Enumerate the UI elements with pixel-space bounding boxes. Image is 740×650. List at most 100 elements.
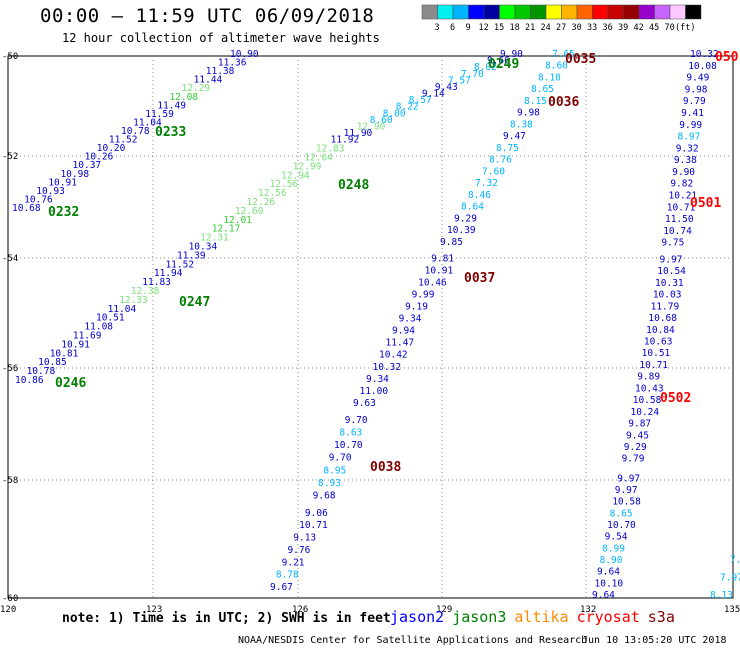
lat-label: -60 [2, 594, 18, 604]
swh-value: 8.90 [600, 555, 623, 566]
swh-value: 10.43 [635, 383, 664, 394]
swh-value: 10.70 [334, 440, 363, 451]
swh-value: 11.59 [145, 109, 174, 120]
swh-value: 8.13 [710, 590, 733, 601]
swh-value: 10.31 [655, 278, 684, 289]
swh-value: 11.38 [206, 66, 235, 77]
swh-value: 12.90 [357, 121, 386, 132]
swh-value: 7.65 [552, 49, 575, 60]
swh-value: 10.63 [644, 337, 673, 348]
page-subtitle: 12 hour collection of altimeter wave hei… [62, 31, 380, 45]
swh-value: 9.90 [672, 167, 695, 178]
pass-label: 0038 [370, 460, 401, 475]
swh-value: 12.99 [293, 161, 322, 172]
swh-value: 9.99 [412, 290, 435, 301]
generated-timestamp: Jun 10 13:05:20 UTC 2018 [582, 635, 727, 646]
legend-label: 9 [466, 23, 471, 33]
swh-value: 9.94 [392, 326, 415, 337]
swh-value: 8.65 [610, 508, 633, 519]
swh-value: 11.50 [665, 214, 694, 225]
pass-label: 0246 [55, 376, 86, 391]
swh-value: 12.33 [119, 295, 148, 306]
swh-value: 8.63 [339, 428, 362, 439]
legend-label: 6 [450, 23, 455, 33]
lat-label: -58 [2, 476, 18, 486]
swh-value: 9.14 [422, 89, 445, 100]
lon-label: 135 [724, 605, 740, 615]
swh-value: 11.00 [359, 386, 388, 397]
swh-value: 11.52 [109, 135, 138, 146]
swh-value: 11.52 [165, 259, 194, 270]
swh-value: 9.41 [681, 108, 704, 119]
footer-note: note: 1) Time is in UTC; 2) SWH is in fe… [62, 611, 391, 626]
swh-value: 10.21 [669, 191, 698, 202]
swh-value: 9.70 [345, 415, 368, 426]
legend-label: 12 [479, 23, 489, 33]
legend-label: 15 [494, 23, 504, 33]
swh-value: 9.32 [676, 143, 699, 154]
swh-value: 12.64 [304, 153, 333, 164]
legend-swatch [452, 4, 469, 20]
pass-label: 0036 [548, 95, 579, 110]
swh-value: 7.32 [475, 178, 498, 189]
swh-value: 9.97 [660, 254, 683, 265]
legend-swatch [638, 4, 655, 20]
swh-value: 12.83 [316, 144, 345, 155]
swh-value: 10.71 [299, 520, 328, 531]
legend-swatch [592, 4, 609, 20]
swh-value: 9.98 [685, 84, 708, 95]
swh-value: 9.63 [353, 398, 376, 409]
legend-label: 30 [572, 23, 582, 33]
swh-value: 10.03 [653, 290, 682, 301]
legend-swatch [576, 4, 593, 20]
swh-value: 10.10 [595, 578, 624, 589]
swh-value: 10.32 [373, 362, 402, 373]
swh-value: 10.51 [96, 313, 125, 324]
mission-jason2: jason2 [390, 608, 445, 626]
mission-legend: jason2 jason3 altika cryosat s3a [390, 608, 683, 626]
page-title: 00:00 – 11:59 UTC 06/09/2018 [40, 5, 375, 27]
legend-label: 39 [618, 23, 628, 33]
swh-value: 12.29 [182, 83, 211, 94]
swh-value: 10.86 [15, 375, 44, 386]
swh-value: 9.89 [637, 372, 660, 383]
legend-label: 27 [556, 23, 566, 33]
swh-value: 9.90 [500, 49, 523, 60]
pass-label: 0501 [690, 196, 721, 211]
legend-label: 33 [587, 23, 597, 33]
swh-value: 10.84 [646, 325, 675, 336]
swh-value: 9.45 [626, 430, 649, 441]
swh-value: 10.08 [688, 61, 717, 72]
legend-swatch [499, 4, 516, 20]
swh-value: 8.64 [461, 202, 484, 213]
legend-swatch [545, 4, 562, 20]
swh-value: 9.87 [628, 419, 651, 430]
legend-swatch [421, 4, 438, 20]
swh-value: 8.60 [545, 61, 568, 72]
swh-value: 8.57 [409, 95, 432, 106]
swh-value: 9.75 [661, 238, 684, 249]
swh-value: 10.71 [667, 202, 696, 213]
swh-value: 10.91 [61, 339, 90, 350]
lon-label: 132 [580, 605, 596, 615]
color-legend: 3 6 9 12 15 18 21 24 27 30 33 36 39 42 45 70 (ft) [421, 4, 702, 33]
swh-value: 10.39 [447, 225, 476, 236]
swh-value: 10.26 [85, 152, 114, 163]
swh-value: 12.60 [235, 206, 264, 217]
swh-value: 9.29 [624, 442, 647, 453]
swh-value: 9.81 [431, 254, 454, 265]
legend-swatch [607, 4, 624, 20]
legend-swatch [437, 4, 454, 20]
swh-value: 10.90 [230, 49, 259, 60]
mission-altika: altika [514, 608, 569, 626]
swh-value: 10.85 [38, 357, 67, 368]
swh-value: 12.31 [200, 233, 229, 244]
swh-value: 9.70 [329, 453, 352, 464]
pass-label: 0249 [488, 57, 519, 72]
lat-label: -52 [2, 152, 18, 162]
swh-value: 10.93 [36, 186, 65, 197]
swh-value: 9.34 [399, 314, 422, 325]
mission-jason3: jason3 [452, 608, 507, 626]
swh-value: 12.56 [270, 179, 299, 190]
